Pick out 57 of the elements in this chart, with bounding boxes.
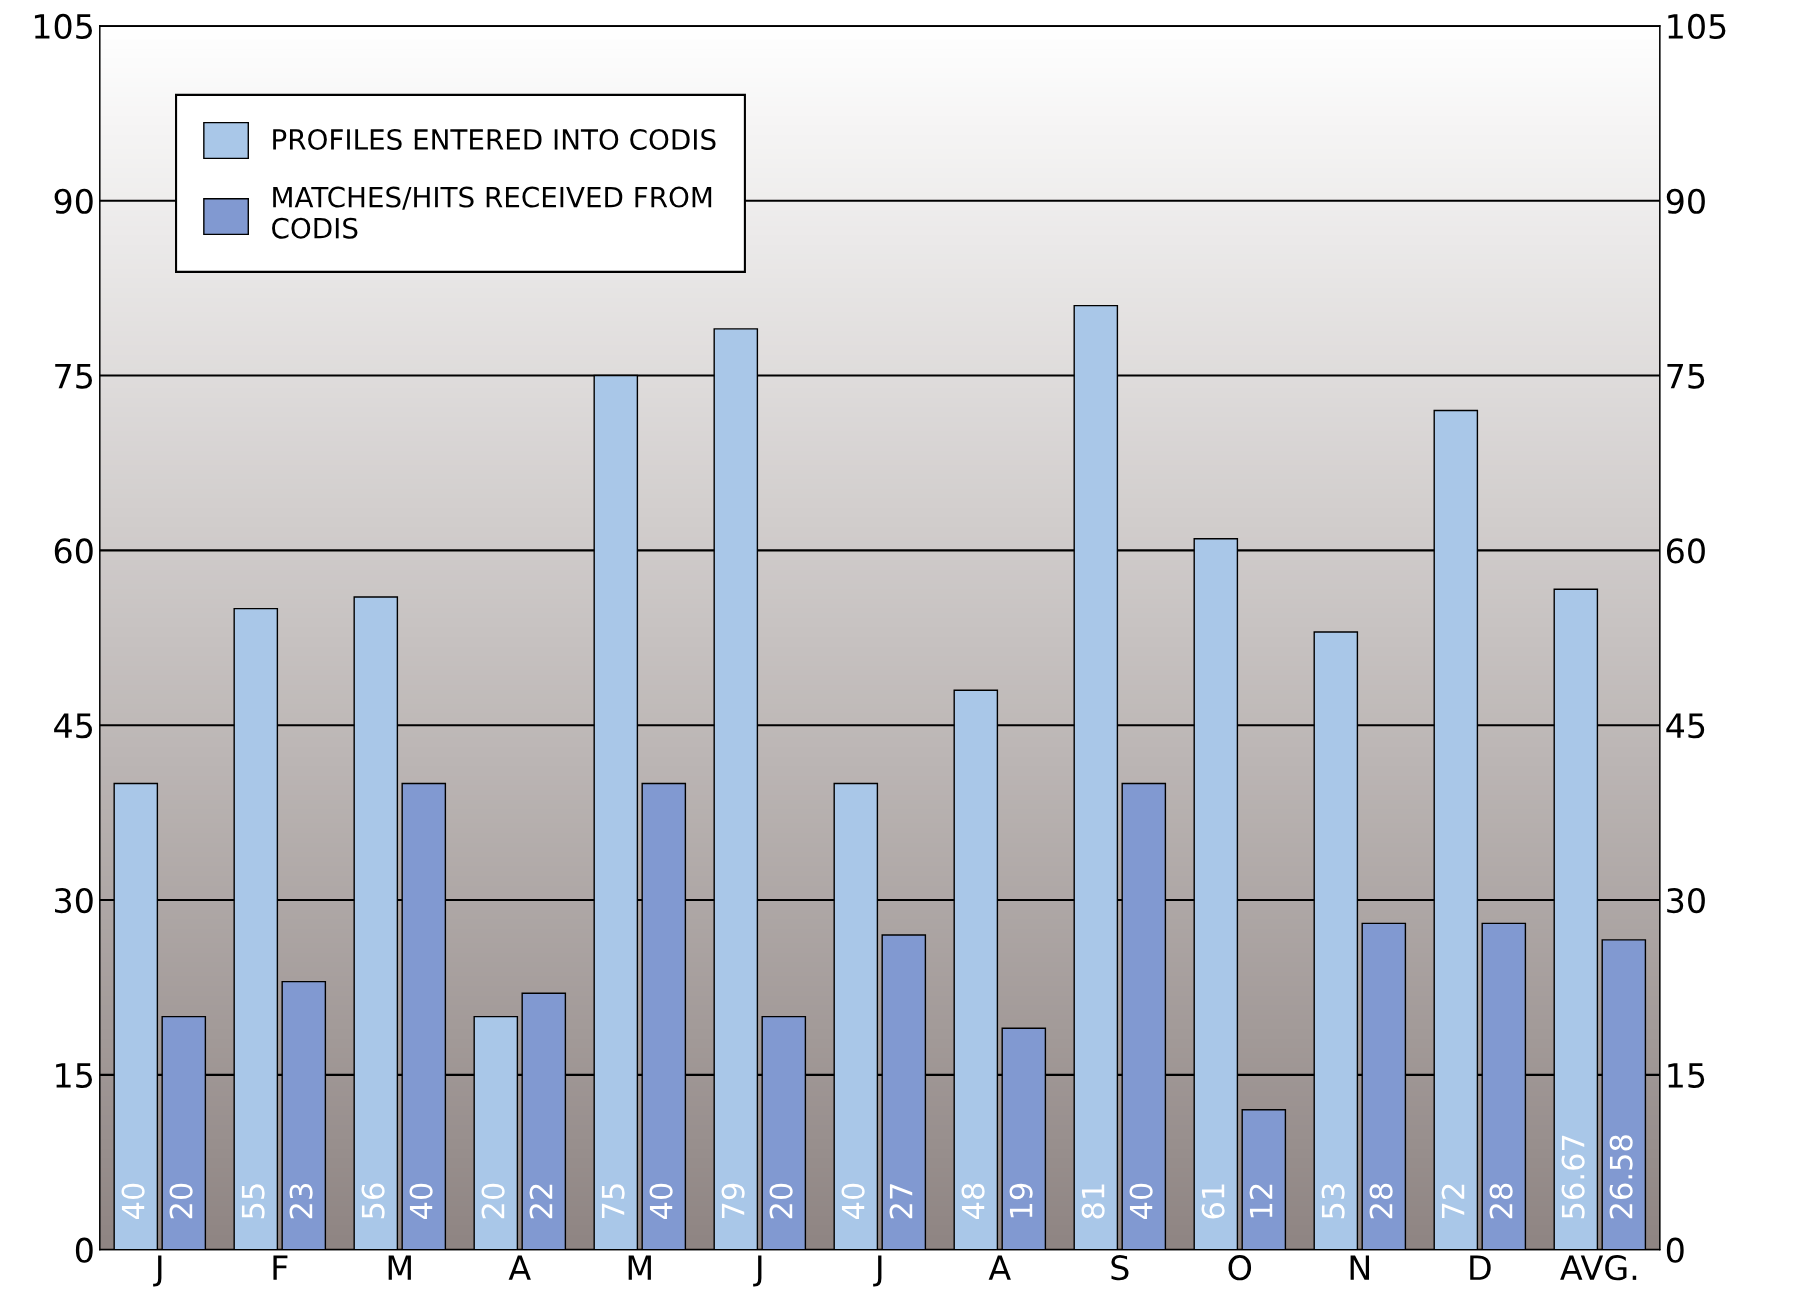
- x-tick-label: J: [753, 1255, 762, 1287]
- data-label: 79: [721, 1183, 745, 1219]
- data-label: 40: [121, 1183, 145, 1220]
- legend-label: PROFILES ENTERED INTO CODIS: [273, 128, 716, 150]
- data-label: 28: [1489, 1183, 1513, 1219]
- data-label: 12: [1249, 1184, 1273, 1218]
- x-tick-label: A: [508, 1255, 531, 1280]
- y-tick-label: 45: [54, 713, 92, 739]
- data-label: 28: [1369, 1183, 1393, 1219]
- y2-tick-label: 90: [1666, 188, 1705, 214]
- data-label: 55: [241, 1184, 265, 1219]
- y-tick-label: 75: [55, 363, 92, 389]
- y2-tick-label: 15: [1668, 1063, 1705, 1088]
- y-tick-label: 60: [54, 538, 93, 564]
- y2-tick-label: 60: [1667, 538, 1705, 564]
- x-tick-label: O: [1228, 1255, 1252, 1281]
- data-label: 40: [409, 1183, 433, 1220]
- x-tick-label: AVG.: [1560, 1255, 1637, 1281]
- x-tick-label: S: [1111, 1255, 1129, 1281]
- y-tick-label: 15: [56, 1063, 92, 1088]
- x-tick-label: J: [873, 1255, 882, 1287]
- x-tick-label: J: [153, 1255, 162, 1287]
- data-label: 61: [1201, 1184, 1225, 1219]
- data-label: 22: [529, 1184, 553, 1219]
- data-label: 56.67: [1561, 1135, 1585, 1219]
- data-label: 40: [1129, 1183, 1153, 1220]
- data-label: 20: [169, 1183, 193, 1219]
- data-label: 56: [361, 1183, 385, 1219]
- data-label: 27: [889, 1184, 913, 1219]
- y2-tick-label: 45: [1666, 713, 1705, 739]
- y2-tick-label: 75: [1667, 363, 1705, 389]
- data-label: 26.58: [1609, 1135, 1633, 1219]
- data-label: 19: [1009, 1183, 1033, 1218]
- data-label: 23: [289, 1184, 313, 1219]
- x-tick-label: N: [1350, 1255, 1369, 1280]
- data-label: 40: [841, 1183, 865, 1220]
- data-label: 53: [1321, 1184, 1345, 1219]
- y-tick-label: 90: [54, 188, 93, 214]
- y2-tick-label: 105: [1668, 13, 1726, 40]
- data-label: 72: [1441, 1184, 1465, 1219]
- y2-tick-label: 30: [1667, 887, 1705, 914]
- y-tick-label: 30: [55, 887, 93, 914]
- y-tick-label: 0: [75, 1237, 93, 1263]
- y-tick-label: 105: [34, 13, 92, 40]
- x-tick-label: F: [273, 1255, 288, 1280]
- x-tick-label: M: [388, 1255, 411, 1280]
- data-label: 20: [769, 1183, 793, 1219]
- data-label: 75: [601, 1184, 625, 1219]
- y2-tick-label: 0: [1666, 1237, 1684, 1263]
- data-label: 48: [961, 1183, 985, 1220]
- x-tick-label: A: [988, 1255, 1011, 1280]
- x-tick-label: D: [1470, 1255, 1491, 1280]
- data-label: 81: [1081, 1184, 1105, 1219]
- data-label: 20: [481, 1183, 505, 1219]
- legend-label: MATCHES/HITS RECEIVED FROM CODIS: [272, 186, 712, 239]
- data-label: 40: [649, 1183, 673, 1220]
- x-tick-label: M: [628, 1255, 651, 1280]
